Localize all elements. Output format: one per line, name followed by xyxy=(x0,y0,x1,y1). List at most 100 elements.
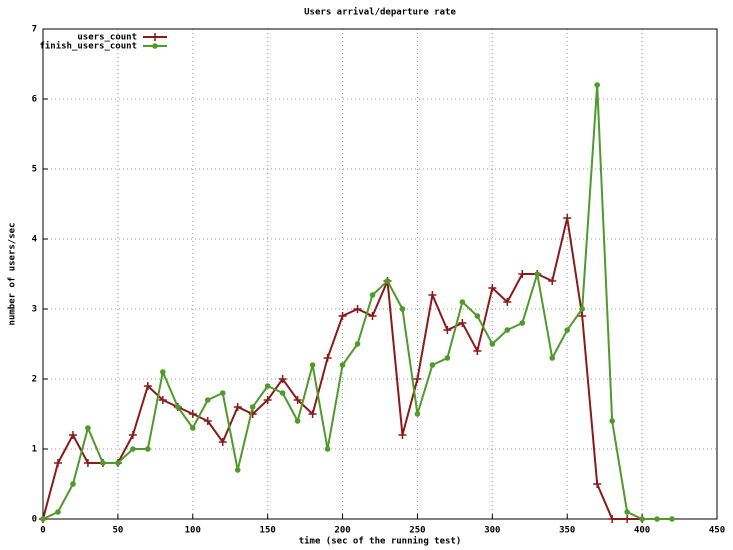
data-point xyxy=(324,446,331,452)
x-axis-label: time (sec of the running test) xyxy=(299,536,462,547)
data-point xyxy=(444,355,451,361)
data-point xyxy=(115,460,121,466)
data-point xyxy=(338,312,347,320)
data-point xyxy=(488,284,497,292)
data-point xyxy=(158,396,167,404)
data-point xyxy=(414,411,421,417)
data-point xyxy=(639,516,645,522)
data-point xyxy=(83,459,92,467)
data-point xyxy=(459,299,466,305)
x-tick-label: 250 xyxy=(409,526,425,536)
y-tick-label: 2 xyxy=(32,375,37,385)
data-point xyxy=(279,390,286,396)
data-point xyxy=(353,305,362,313)
y-tick-label: 7 xyxy=(32,25,37,35)
data-point xyxy=(219,390,226,396)
data-point xyxy=(189,425,196,431)
data-point xyxy=(234,467,241,473)
data-point xyxy=(294,418,301,424)
data-point xyxy=(160,369,166,375)
data-point xyxy=(579,306,585,312)
data-point xyxy=(384,278,391,284)
data-point xyxy=(218,438,227,446)
data-point xyxy=(263,396,272,404)
data-point xyxy=(85,425,91,431)
data-point xyxy=(278,375,287,383)
data-point xyxy=(130,446,136,452)
data-point xyxy=(68,431,77,439)
data-point xyxy=(548,277,557,285)
x-tick-label: 100 xyxy=(185,526,201,536)
chart-title: Users arrival/departure rate xyxy=(304,7,456,18)
data-point xyxy=(593,480,602,488)
y-tick-label: 0 xyxy=(32,515,37,525)
data-point xyxy=(503,298,512,306)
data-point xyxy=(563,214,572,222)
y-tick-label: 3 xyxy=(32,305,37,315)
data-point xyxy=(428,291,437,299)
legend-marker xyxy=(151,33,159,41)
data-point xyxy=(473,347,482,355)
data-point xyxy=(323,354,332,362)
data-point xyxy=(398,431,407,439)
data-point xyxy=(204,397,211,403)
data-point xyxy=(413,375,422,383)
data-point xyxy=(564,327,571,333)
data-point xyxy=(518,270,527,278)
data-point xyxy=(654,516,660,522)
data-point xyxy=(354,341,361,347)
x-tick-label: 150 xyxy=(260,526,276,536)
data-point xyxy=(489,341,496,347)
series-line xyxy=(42,84,673,520)
legend-label: users_count xyxy=(77,33,137,43)
data-point xyxy=(40,516,46,522)
x-tick-label: 200 xyxy=(334,526,350,536)
x-tick-label: 0 xyxy=(40,526,45,536)
x-tick-label: 300 xyxy=(484,526,500,536)
data-point xyxy=(233,403,242,411)
data-point xyxy=(534,271,541,277)
legend-marker xyxy=(152,43,158,49)
data-point xyxy=(608,515,617,523)
y-tick-label: 4 xyxy=(32,235,38,245)
data-point xyxy=(175,404,181,410)
data-point xyxy=(609,418,615,424)
data-point xyxy=(293,396,302,404)
x-tick-label: 450 xyxy=(709,526,725,536)
data-point xyxy=(578,312,587,320)
data-point xyxy=(458,319,467,327)
data-point xyxy=(53,459,62,467)
data-point xyxy=(474,313,481,319)
data-point xyxy=(145,446,151,452)
data-point xyxy=(594,82,600,88)
x-tick-label: 350 xyxy=(559,526,575,536)
data-point xyxy=(70,481,76,487)
x-tick-label: 50 xyxy=(112,526,123,536)
data-point xyxy=(143,382,152,390)
data-point xyxy=(519,320,526,326)
data-point xyxy=(443,326,452,334)
data-point xyxy=(249,404,256,410)
data-point xyxy=(369,292,376,298)
plot-frame xyxy=(42,28,718,520)
data-point xyxy=(308,410,317,418)
data-point xyxy=(55,509,61,515)
data-point xyxy=(203,417,212,425)
data-point xyxy=(624,509,630,515)
data-point xyxy=(429,362,436,368)
data-point xyxy=(309,362,316,368)
y-axis-label: number of users/sec xyxy=(8,223,18,326)
data-point xyxy=(549,355,556,361)
x-tick-label: 400 xyxy=(634,526,650,536)
data-point xyxy=(264,383,271,389)
y-tick-label: 1 xyxy=(32,445,37,455)
legend-label: finish_users_count xyxy=(39,41,137,52)
y-tick-label: 5 xyxy=(32,165,37,175)
data-point xyxy=(339,362,346,368)
data-point xyxy=(669,516,675,522)
data-point xyxy=(399,306,406,312)
data-point xyxy=(100,460,106,466)
data-point xyxy=(368,312,377,320)
y-tick-label: 6 xyxy=(32,95,37,105)
